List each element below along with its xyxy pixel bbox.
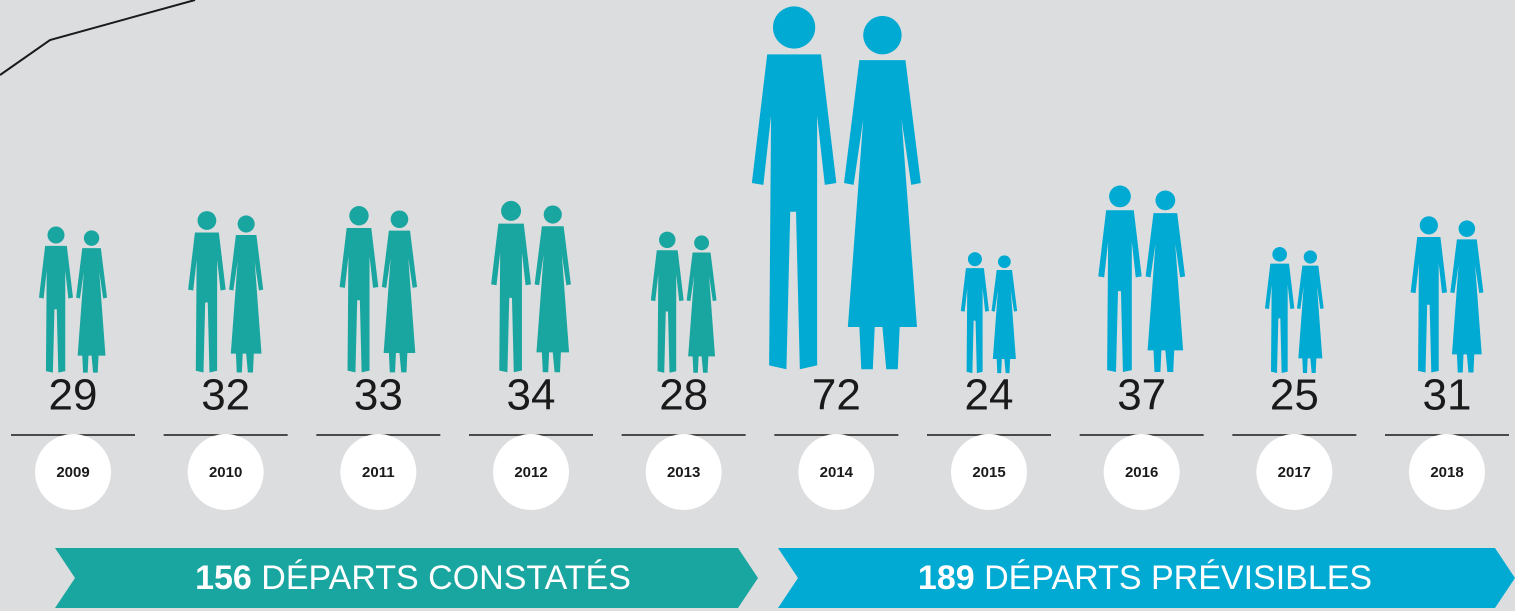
figure-pair [1098,186,1185,372]
value-label: 33 [354,371,403,420]
year-label: 2010 [209,464,242,481]
value-label: 28 [659,371,708,420]
banner-text: 156 DÉPARTS CONSTATÉS [195,559,631,597]
value-label: 72 [812,371,861,420]
year-label: 2009 [56,464,89,481]
value-label: 25 [1270,371,1319,420]
banner-label: DÉPARTS CONSTATÉS [261,559,631,597]
figure-pair [961,252,1017,373]
figure-pair [651,232,717,373]
year-label: 2011 [362,464,395,481]
year-label: 2013 [667,464,700,481]
figure-pair [39,227,107,373]
year-label: 2018 [1430,464,1463,481]
year-label: 2015 [972,464,1005,481]
year-label: 2014 [820,464,854,481]
year-label: 2017 [1278,464,1311,481]
value-label: 24 [965,371,1014,420]
value-label: 34 [507,371,556,420]
decor-line [0,0,195,75]
banner-label: DÉPARTS PRÉVISIBLES [984,559,1372,597]
figure-pair [1265,247,1324,373]
figure-pair [491,201,571,372]
year-label: 2016 [1125,464,1158,481]
value-label: 32 [201,371,250,420]
figure-pair [340,206,417,372]
value-label: 37 [1117,371,1166,420]
value-label: 31 [1423,371,1472,420]
value-label: 29 [49,371,98,420]
figure-pair [1411,216,1484,372]
year-label: 2012 [514,464,547,481]
banner-total: 189 [918,559,975,597]
figure-pair [188,211,263,372]
figure-pair [752,6,921,369]
banner-text: 189 DÉPARTS PRÉVISIBLES [918,559,1372,597]
banner-total: 156 [195,559,252,597]
chart: 156 DÉPARTS CONSTATÉS 189 DÉPARTS PRÉVIS… [0,0,1515,611]
